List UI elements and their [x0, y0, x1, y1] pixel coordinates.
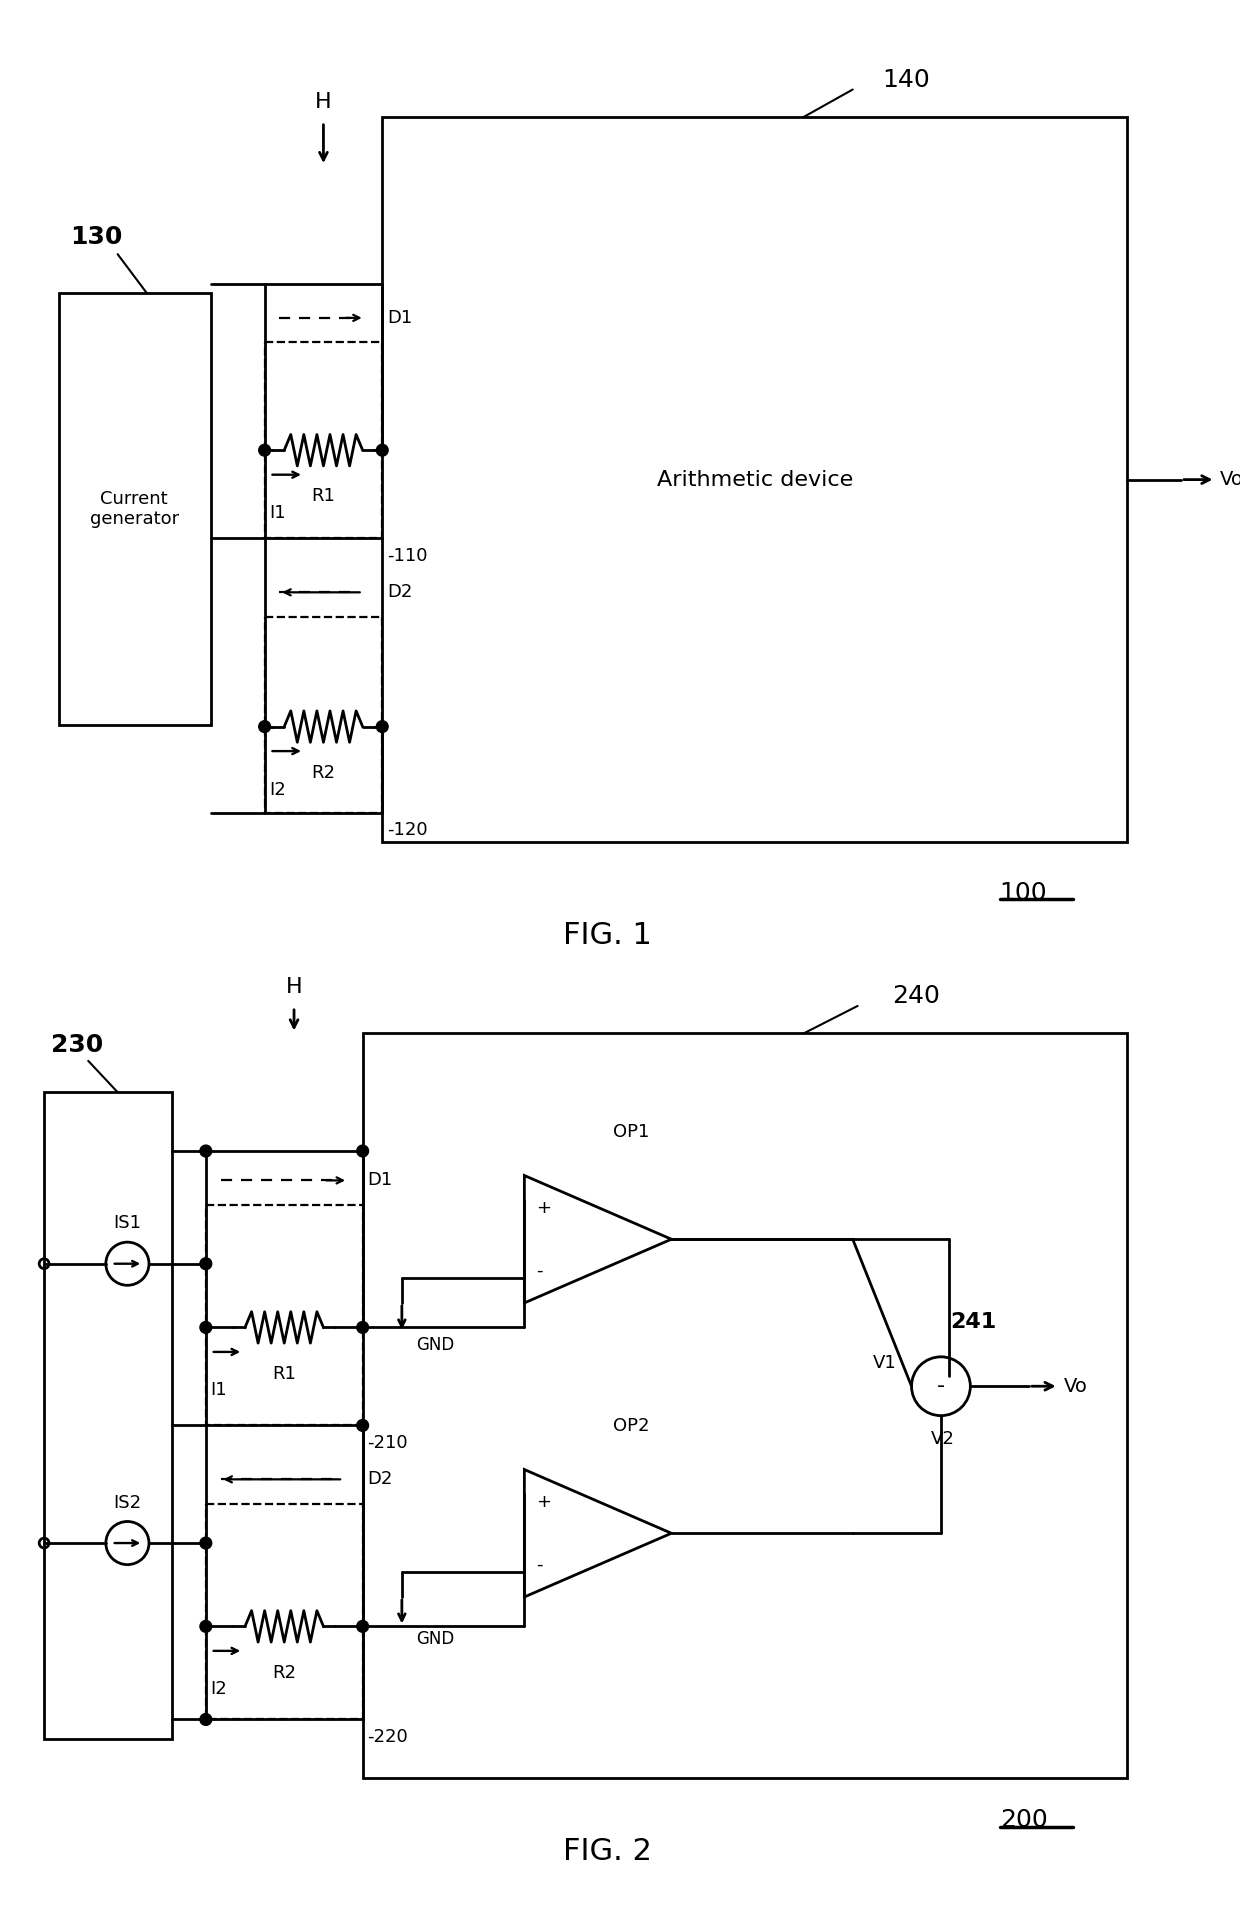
- Text: Current
generator: Current generator: [89, 490, 179, 528]
- Circle shape: [200, 1259, 212, 1270]
- Text: V2: V2: [931, 1430, 955, 1447]
- Text: +: +: [536, 1493, 551, 1510]
- Text: 100: 100: [999, 881, 1048, 906]
- Circle shape: [200, 1322, 212, 1333]
- Text: -210: -210: [367, 1434, 408, 1451]
- Bar: [382, 116, 1127, 843]
- Text: D2: D2: [367, 1470, 393, 1487]
- Text: FIG. 2: FIG. 2: [563, 1836, 652, 1867]
- Text: 140: 140: [882, 69, 930, 92]
- Circle shape: [200, 1714, 212, 1726]
- Text: +: +: [536, 1200, 551, 1217]
- Text: H: H: [285, 976, 303, 997]
- Bar: [45, 1093, 171, 1739]
- Text: -120: -120: [387, 822, 428, 839]
- Text: 230: 230: [51, 1034, 103, 1056]
- Bar: [264, 616, 382, 812]
- Circle shape: [200, 1537, 212, 1548]
- Text: IS2: IS2: [113, 1493, 141, 1512]
- Text: -220: -220: [367, 1728, 408, 1747]
- Text: D2: D2: [387, 584, 413, 601]
- Text: I1: I1: [269, 503, 286, 523]
- Bar: [206, 1205, 362, 1425]
- Text: Vo: Vo: [1220, 471, 1240, 488]
- Text: D1: D1: [387, 309, 413, 326]
- Text: R2: R2: [273, 1663, 296, 1682]
- Text: OP2: OP2: [613, 1417, 649, 1436]
- Text: -: -: [536, 1556, 543, 1573]
- Text: OP1: OP1: [613, 1123, 649, 1140]
- Text: H: H: [315, 92, 332, 113]
- Text: 241: 241: [951, 1312, 997, 1333]
- Text: I1: I1: [211, 1381, 227, 1400]
- Text: IS1: IS1: [113, 1215, 141, 1232]
- Bar: [58, 294, 211, 725]
- Text: D1: D1: [367, 1171, 393, 1190]
- Bar: [362, 1034, 1127, 1779]
- Text: -: -: [536, 1262, 543, 1280]
- Circle shape: [377, 444, 388, 456]
- Circle shape: [377, 721, 388, 732]
- Text: R1: R1: [311, 488, 335, 505]
- Text: GND: GND: [417, 1630, 455, 1648]
- Circle shape: [200, 1621, 212, 1632]
- Circle shape: [259, 444, 270, 456]
- Circle shape: [357, 1144, 368, 1158]
- Text: Arithmetic device: Arithmetic device: [657, 469, 853, 490]
- Text: V1: V1: [873, 1354, 897, 1371]
- Circle shape: [357, 1322, 368, 1333]
- Bar: [206, 1505, 362, 1720]
- Text: R2: R2: [311, 765, 336, 782]
- Bar: [264, 343, 382, 538]
- Circle shape: [259, 721, 270, 732]
- Text: I2: I2: [211, 1680, 227, 1699]
- Text: -: -: [937, 1377, 945, 1396]
- Text: 240: 240: [892, 984, 940, 1009]
- Text: FIG. 1: FIG. 1: [563, 921, 652, 950]
- Circle shape: [357, 1419, 368, 1432]
- Text: 130: 130: [71, 225, 123, 248]
- Circle shape: [200, 1144, 212, 1158]
- Text: R1: R1: [273, 1365, 296, 1383]
- Text: GND: GND: [417, 1337, 455, 1354]
- Text: -110: -110: [387, 547, 428, 564]
- Text: 200: 200: [999, 1808, 1048, 1833]
- Text: I2: I2: [269, 780, 286, 799]
- Text: Vo: Vo: [1064, 1377, 1087, 1396]
- Circle shape: [357, 1621, 368, 1632]
